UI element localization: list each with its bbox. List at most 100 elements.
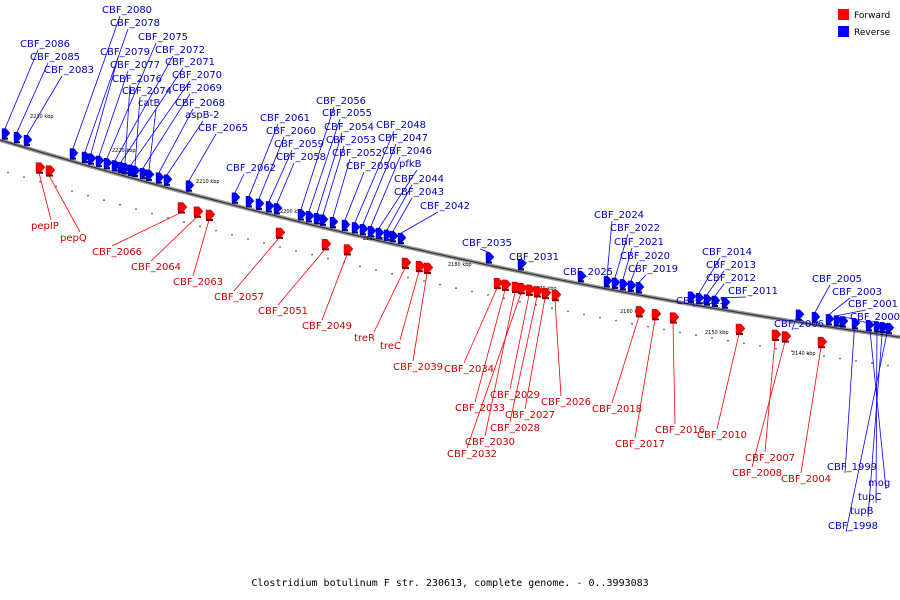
leader-line <box>845 323 890 533</box>
gene-label-trec[interactable]: treC <box>380 341 401 352</box>
gene-label-cbf-2058[interactable]: CBF_2058 <box>276 152 326 163</box>
gene-label-pfkb[interactable]: pfkB <box>399 159 422 170</box>
gene-label-cbf-2031[interactable]: CBF_2031 <box>509 252 559 263</box>
gene-label-cbf-2010[interactable]: CBF_2010 <box>697 430 747 441</box>
gene-label-cbf-2066[interactable]: CBF_2066 <box>92 247 142 258</box>
gene-label-cbf-2001[interactable]: CBF_2001 <box>848 299 898 310</box>
gene-label-cbf-2079[interactable]: CBF_2079 <box>100 47 150 58</box>
gene-label-cbf-2033[interactable]: CBF_2033 <box>455 403 505 414</box>
scale-label: 2190 kbp <box>363 236 387 242</box>
gene-label-cbf-2024[interactable]: CBF_2024 <box>594 210 644 221</box>
gene-label-cbf-2085[interactable]: CBF_2085 <box>30 52 80 63</box>
gene-label-cbf-2077[interactable]: CBF_2077 <box>110 60 160 71</box>
reverse-gene-arrow <box>341 219 351 230</box>
gene-label-cbf-2004[interactable]: CBF_2004 <box>781 474 831 485</box>
gene-label-tupc[interactable]: tupC <box>858 492 882 503</box>
reverse-gene-arrow <box>687 291 697 302</box>
axis-tick-dot <box>119 203 121 206</box>
gene-label-cbf-2076[interactable]: CBF_2076 <box>112 74 162 85</box>
gene-label-cbf-1999[interactable]: CBF_1999 <box>827 462 877 473</box>
gene-label-cbf-2083[interactable]: CBF_2083 <box>44 65 94 76</box>
leader-line <box>373 267 406 333</box>
axis-tick-dot <box>311 253 313 256</box>
gene-label-cbf-2003[interactable]: CBF_2003 <box>832 287 882 298</box>
gene-label-cbf-2018[interactable]: CBF_2018 <box>592 404 642 415</box>
gene-shadow <box>486 261 492 264</box>
gene-label-cbf-2012[interactable]: CBF_2012 <box>706 273 756 284</box>
gene-label-cbf-2063[interactable]: CBF_2063 <box>173 277 223 288</box>
gene-label-cbf-2060[interactable]: CBF_2060 <box>266 126 316 137</box>
gene-label-cbf-2039[interactable]: CBF_2039 <box>393 362 443 373</box>
gene-label-pepq[interactable]: pepQ <box>60 233 87 244</box>
gene-label-cbf-2030[interactable]: CBF_2030 <box>465 437 515 448</box>
gene-label-cbf-2057[interactable]: CBF_2057 <box>214 292 264 303</box>
gene-label-cbf-2053[interactable]: CBF_2053 <box>326 135 376 146</box>
gene-label-cbf-2035[interactable]: CBF_2035 <box>462 238 512 249</box>
gene-label-cbf-2048[interactable]: CBF_2048 <box>376 120 426 131</box>
gene-label-cbf-2072[interactable]: CBF_2072 <box>155 45 205 56</box>
gene-label-cbf-2068[interactable]: CBF_2068 <box>175 98 225 109</box>
gene-label-cbf-2061[interactable]: CBF_2061 <box>260 113 310 124</box>
gene-label-cbf-2074[interactable]: CBF_2074 <box>122 86 172 97</box>
gene-label-cbf-2014[interactable]: CBF_2014 <box>702 247 752 258</box>
gene-label-cbf-2064[interactable]: CBF_2064 <box>131 262 181 273</box>
reverse-gene-arrow <box>577 271 587 281</box>
gene-label-cbf-2078[interactable]: CBF_2078 <box>110 18 160 29</box>
gene-label-cbf-2027[interactable]: CBF_2027 <box>505 410 555 421</box>
gene-label-cbf-2054[interactable]: CBF_2054 <box>324 122 374 133</box>
gene-label-cbf-2025[interactable]: CBF_2025 <box>563 267 613 278</box>
gene-label-cbf-2032[interactable]: CBF_2032 <box>447 449 497 460</box>
gene-label-cbf-2046[interactable]: CBF_2046 <box>382 146 432 157</box>
gene-label-cbf-2049[interactable]: CBF_2049 <box>302 321 352 332</box>
gene-shadow <box>886 332 892 335</box>
gene-label-cbf-2047[interactable]: CBF_2047 <box>378 133 428 144</box>
gene-label-aspb-2[interactable]: aspB-2 <box>185 110 220 121</box>
gene-label-cbf-2028[interactable]: CBF_2028 <box>490 423 540 434</box>
gene-label-cbf-2086[interactable]: CBF_2086 <box>20 39 70 50</box>
gene-label-cbf-2020[interactable]: CBF_2020 <box>620 251 670 262</box>
gene-label-cbf-2017[interactable]: CBF_2017 <box>615 439 665 450</box>
gene-label-mog[interactable]: mog <box>868 478 890 489</box>
gene-label-cbf-2021[interactable]: CBF_2021 <box>614 237 664 248</box>
gene-label-cbf-2011[interactable]: CBF_2011 <box>728 286 778 297</box>
gene-label-cbf-2062[interactable]: CBF_2062 <box>226 163 276 174</box>
gene-label-cbf-2029[interactable]: CBF_2029 <box>490 390 540 401</box>
gene-label-tupb[interactable]: tupB <box>850 506 874 517</box>
gene-label-cbf-2070[interactable]: CBF_2070 <box>172 70 222 81</box>
gene-label-cbf-2007[interactable]: CBF_2007 <box>745 453 795 464</box>
gene-label-cbf-2065[interactable]: CBF_2065 <box>198 123 248 134</box>
gene-label-cbf-2008[interactable]: CBF_2008 <box>732 468 782 479</box>
gene-label-cbf-2050[interactable]: CBF_2050 <box>346 161 396 172</box>
gene-label-cbf-2005[interactable]: CBF_2005 <box>812 274 862 285</box>
gene-label-trer[interactable]: treR <box>354 333 375 344</box>
gene-label-cbf-1998[interactable]: CBF_1998 <box>828 521 878 532</box>
gene-label-cbf-2022[interactable]: CBF_2022 <box>610 223 660 234</box>
gene-label-cbf-2042[interactable]: CBF_2042 <box>420 201 470 212</box>
gene-label-cbf-2075[interactable]: CBF_2075 <box>138 32 188 43</box>
gene-label-cbf-2056[interactable]: CBF_2056 <box>316 96 366 107</box>
gene-label-catb[interactable]: catB <box>138 98 161 109</box>
leader-line <box>614 233 629 279</box>
gene-label-cbf-2044[interactable]: CBF_2044 <box>394 174 444 185</box>
reverse-gene-arrow <box>367 225 377 236</box>
axis-tick-dot <box>615 319 617 322</box>
gene-label-cbf-2006[interactable]: CBF_2006 <box>774 319 824 330</box>
gene-label-cbf-2055[interactable]: CBF_2055 <box>322 108 372 119</box>
gene-label-cbf-2034[interactable]: CBF_2034 <box>444 364 494 375</box>
gene-label-cbf-2059[interactable]: CBF_2059 <box>274 139 324 150</box>
gene-label-cbf-2069[interactable]: CBF_2069 <box>172 83 222 94</box>
gene-label-cbf-2019[interactable]: CBF_2019 <box>628 264 678 275</box>
gene-label-cbf-2051[interactable]: CBF_2051 <box>258 306 308 317</box>
gene-label-cbf-2080[interactable]: CBF_2080 <box>102 5 152 16</box>
gene-label-pepip[interactable]: pepIP <box>31 221 59 232</box>
gene-label-cbf-2071[interactable]: CBF_2071 <box>165 57 215 68</box>
gene-label-cbf-2026[interactable]: CBF_2026 <box>541 397 591 408</box>
gene-label-cbf-2000[interactable]: CBF_2000 <box>850 312 900 323</box>
gene-label-cbf-2016[interactable]: CBF_2016 <box>655 425 705 436</box>
gene-label-cbf-2043[interactable]: CBF_2043 <box>394 187 444 198</box>
gene-label-cbf-2015[interactable]: CBF_2015 <box>676 296 726 307</box>
gene-label-cbf-2013[interactable]: CBF_2013 <box>706 260 756 271</box>
gene-shadow <box>118 171 124 174</box>
gene-label-cbf-2052[interactable]: CBF_2052 <box>332 148 382 159</box>
leader-line <box>158 108 194 173</box>
